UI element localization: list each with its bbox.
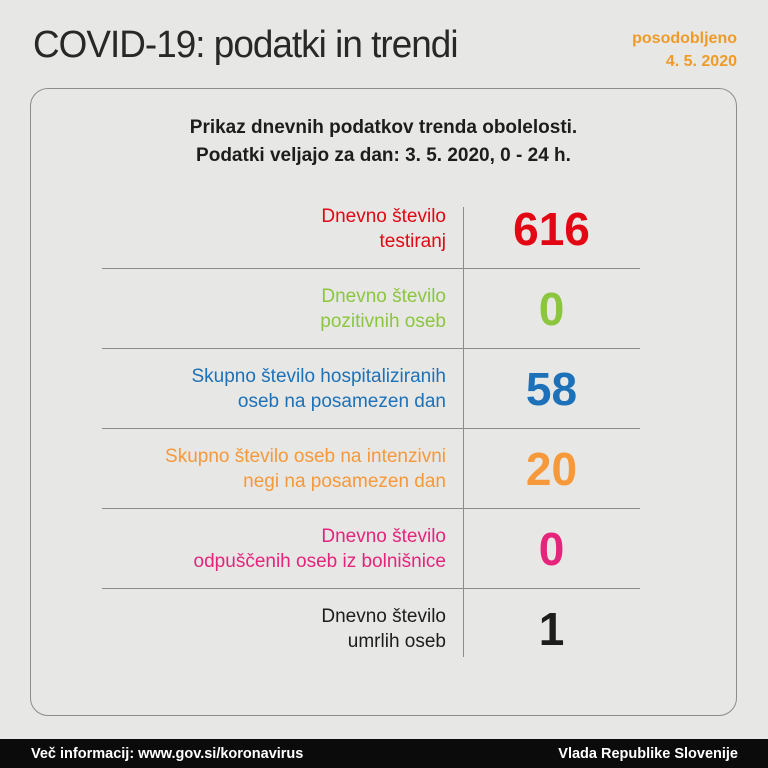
stats-card: Prikaz dnevnih podatkov trenda obolelost… (30, 88, 737, 717)
card-subtitle-line2: Podatki veljajo za dan: 3. 5. 2020, 0 - … (196, 144, 571, 166)
table-row-discharged: Dnevno število odpuščenih oseb iz bolniš… (102, 509, 640, 590)
stat-label-line: negi na posamezen dan (243, 470, 446, 492)
stat-label: Dnevno število pozitivnih oseb (102, 284, 463, 335)
stat-label: Dnevno število odpuščenih oseb iz bolniš… (102, 524, 463, 575)
stat-label-line: oseb na posamezen dan (237, 390, 446, 412)
table-row-daily-positive: Dnevno število pozitivnih oseb 0 (102, 269, 640, 350)
stat-label-line: Skupno število oseb na intenzivni (165, 445, 446, 467)
card-subtitle-line1: Prikaz dnevnih podatkov trenda obolelost… (189, 117, 578, 139)
stat-label-line: Skupno število hospitaliziranih (191, 365, 446, 387)
stat-label: Dnevno število testiranj (102, 204, 463, 255)
stat-label: Skupno število hospitaliziranih oseb na … (102, 364, 463, 415)
table-row-hospitalized: Skupno število hospitaliziranih oseb na … (102, 349, 640, 430)
column-divider (463, 207, 464, 658)
stat-label-line: testiranj (379, 230, 446, 252)
stat-label-line: Dnevno število (321, 205, 446, 227)
page-header: COVID-19: podatki in trendi posodobljeno… (0, 0, 768, 73)
stat-label-line: Dnevno število (321, 606, 446, 628)
updated-label: posodobljeno (632, 30, 737, 47)
page-title: COVID-19: podatki in trendi (33, 24, 459, 66)
updated-date: 4. 5. 2020 (665, 53, 737, 71)
stat-value: 0 (538, 282, 565, 335)
stat-label-line: pozitivnih oseb (320, 310, 446, 332)
stat-label: Skupno število oseb na intenzivni negi n… (102, 444, 463, 495)
stat-value: 616 (513, 202, 590, 255)
footer-bar: Več informacij: www.gov.si/koronavirus V… (0, 739, 768, 768)
footer-source: Vlada Republike Slovenije (558, 745, 738, 762)
stat-value: 1 (538, 603, 565, 656)
stat-value: 20 (525, 442, 578, 495)
table-row-daily-tests: Dnevno število testiranj 616 (102, 189, 640, 270)
stat-label-line: odpuščenih oseb iz bolnišnice (193, 550, 446, 572)
table-row-deaths: Dnevno število umrlih oseb 1 (102, 589, 640, 669)
stat-value: 58 (525, 362, 578, 415)
stat-label-line: Dnevno število (321, 285, 446, 307)
stat-label-line: Dnevno število (321, 525, 446, 547)
updated-badge: posodobljeno 4. 5. 2020 (632, 24, 737, 73)
stat-value: 0 (538, 522, 565, 575)
stat-label-line: umrlih oseb (347, 631, 446, 653)
card-subtitle: Prikaz dnevnih podatkov trenda obolelost… (31, 114, 736, 169)
stat-label: Dnevno število umrlih oseb (102, 604, 463, 655)
stats-table: Dnevno število testiranj 616 Dnevno štev… (102, 189, 640, 669)
table-row-intensive-care: Skupno število oseb na intenzivni negi n… (102, 429, 640, 510)
footer-info-url: Več informacij: www.gov.si/koronavirus (31, 745, 304, 762)
